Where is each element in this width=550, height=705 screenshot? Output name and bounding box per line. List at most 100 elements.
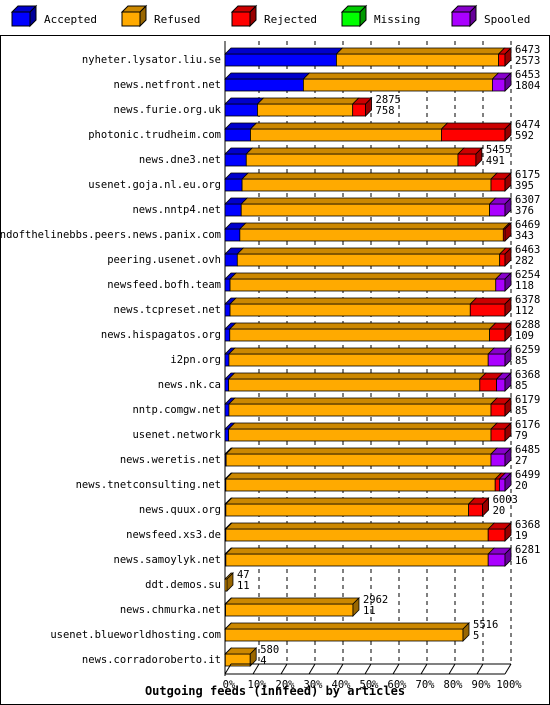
bar-segment-side — [504, 372, 512, 392]
x-tick-label: 20% — [276, 679, 296, 691]
value-accepted: 85 — [515, 355, 528, 367]
x-tick-label: 70% — [416, 679, 436, 691]
legend-label: Accepted — [44, 13, 97, 26]
bar-segment-spooled — [487, 553, 506, 567]
bars — [224, 47, 512, 667]
bar-segment-rejected — [498, 53, 506, 67]
row-label: news.samoylyk.net — [114, 554, 221, 566]
bar-segment-side — [352, 597, 360, 617]
x-tick — [476, 663, 484, 675]
bar-segment-refused — [228, 353, 489, 367]
legend-swatch — [11, 11, 31, 27]
bar-segment-refused — [302, 78, 493, 92]
value-accepted: 491 — [486, 155, 505, 167]
bar-segment-accepted — [224, 278, 231, 292]
x-tick — [392, 663, 400, 675]
legend-label: Refused — [154, 13, 200, 26]
bar-segment-top — [224, 547, 496, 555]
bar-row — [224, 597, 360, 617]
bar-row — [224, 397, 512, 417]
value-accepted: 592 — [515, 130, 534, 142]
bar-segment-side — [504, 197, 512, 217]
x-tick — [308, 663, 316, 675]
x-tick-label: 40% — [332, 679, 352, 691]
bar-segment-top — [229, 297, 478, 305]
x-tick — [252, 663, 260, 675]
legend-item-spooled: Spooled — [450, 4, 530, 28]
legend: Accepted Refused Rejected Missing Spooled — [10, 4, 530, 28]
bar-segment-top — [249, 122, 449, 130]
bar-segment-spooled — [487, 353, 506, 367]
row-label: ddt.demos.su — [145, 579, 221, 591]
value-total: 6003 — [493, 494, 518, 506]
row-label: news.furie.org.uk — [114, 104, 222, 116]
legend-label: Spooled — [484, 13, 530, 26]
legend-swatch-side — [139, 4, 147, 28]
bar-segment-side — [475, 147, 483, 167]
bar-row — [224, 447, 512, 467]
bar-segment-rejected — [499, 253, 506, 267]
bar-segment-refused — [236, 253, 501, 267]
bar-segment-top — [238, 222, 511, 230]
bar-segment-refused — [229, 303, 471, 317]
bar-segment-top — [227, 347, 496, 355]
bar-segment-refused — [228, 428, 492, 442]
bar-segment-top — [245, 147, 465, 155]
bar-row — [224, 172, 512, 192]
value-total: 6176 — [515, 419, 540, 431]
row-label: usenet.network — [132, 429, 221, 441]
bar-row — [224, 272, 512, 292]
bar-segment-side — [504, 297, 512, 317]
row-label: usenet.goja.nl.eu.org — [88, 179, 221, 191]
bar-segment-side — [504, 447, 512, 467]
bar-segment-rejected — [490, 403, 506, 417]
bar-segment-top — [224, 97, 265, 105]
bar-segment-accepted — [224, 253, 238, 267]
bar-segment-refused — [228, 403, 492, 417]
value-total: 6474 — [515, 119, 540, 131]
bar-row — [224, 497, 490, 517]
value-accepted: 118 — [515, 280, 534, 292]
x-tick — [420, 663, 428, 675]
row-labels: nyheter.lysator.liu.se news.netfront.net n… — [0, 54, 222, 666]
legend-swatch-side — [359, 4, 367, 28]
bar-segment-top — [224, 622, 470, 630]
legend-swatch — [121, 11, 141, 27]
bar-segment-spooled — [489, 203, 506, 217]
bar-segment-accepted — [224, 103, 258, 117]
bar-segment-refused — [245, 153, 459, 167]
bar-segment-top — [224, 497, 476, 505]
bar-row — [224, 97, 373, 117]
bar-row — [224, 547, 512, 567]
x-tick-label: 90% — [472, 679, 492, 691]
value-accepted: 20 — [515, 480, 528, 492]
bar-segment-refused — [225, 503, 469, 517]
bar-segment-refused — [250, 128, 442, 142]
bar-segment-side — [504, 72, 512, 92]
value-accepted: 85 — [515, 405, 528, 417]
row-label: endofthelinebbs.peers.news.panix.com — [0, 229, 221, 241]
value-total: 6499 — [515, 469, 540, 481]
bar-segment-accepted — [224, 303, 231, 317]
bar-row — [224, 422, 512, 442]
x-tick — [224, 663, 232, 675]
value-accepted: 282 — [515, 255, 534, 267]
legend-label: Missing — [374, 13, 420, 26]
value-total: 6368 — [515, 519, 540, 531]
x-tick-label: 10% — [248, 679, 268, 691]
bar-segment-side — [504, 272, 512, 292]
x-tick-label: 0% — [223, 679, 236, 691]
bar-segment-top — [224, 72, 311, 80]
bar-segment-spooled — [491, 78, 506, 92]
x-tick-label: 60% — [388, 679, 408, 691]
bar-segment-rejected — [441, 128, 506, 142]
bar-segment-top — [228, 322, 497, 330]
bar-segment-top — [224, 597, 360, 605]
legend-swatch-side — [469, 4, 477, 28]
bar-segment-side — [462, 622, 470, 642]
bar-segment-accepted — [224, 53, 337, 67]
bar-segment-spooled — [496, 378, 506, 392]
bar-segment-top — [302, 72, 500, 80]
row-label: photonic.trudheim.com — [88, 129, 221, 141]
